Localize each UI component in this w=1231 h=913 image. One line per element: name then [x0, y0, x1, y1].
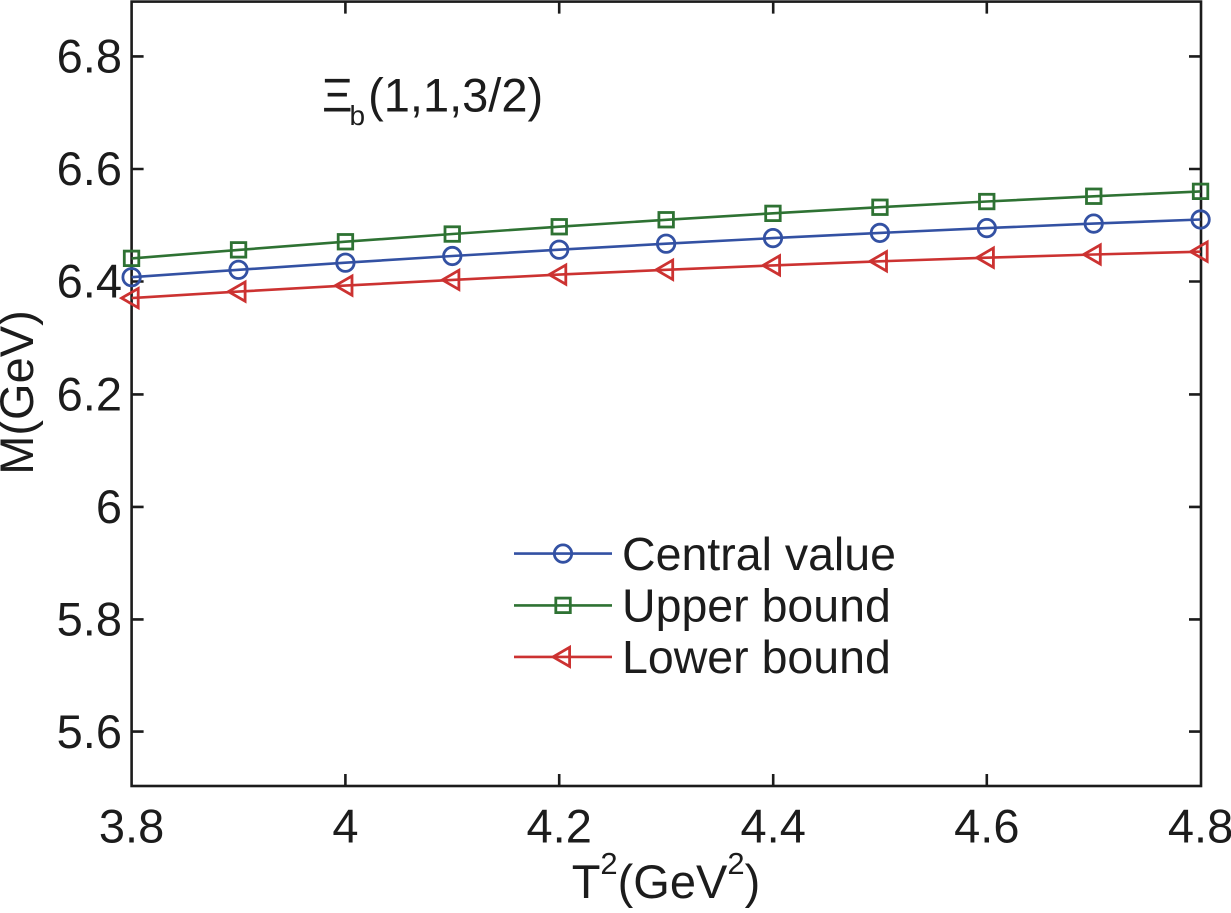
- svg-text:Lower bound: Lower bound: [622, 631, 891, 683]
- svg-text:Upper bound: Upper bound: [622, 580, 891, 632]
- svg-text:Central value: Central value: [622, 528, 896, 580]
- svg-text:4.2: 4.2: [527, 799, 592, 852]
- svg-text:5.6: 5.6: [57, 705, 122, 758]
- svg-text:6.4: 6.4: [57, 255, 122, 308]
- svg-text:4.8: 4.8: [1168, 799, 1231, 852]
- svg-text:6.2: 6.2: [57, 368, 122, 421]
- svg-text:6.6: 6.6: [57, 142, 122, 195]
- svg-text:5.8: 5.8: [57, 593, 122, 646]
- svg-text:4: 4: [332, 799, 358, 852]
- svg-text:3.8: 3.8: [99, 799, 164, 852]
- svg-text:6: 6: [96, 480, 122, 533]
- svg-text:6.8: 6.8: [57, 30, 122, 83]
- svg-text:Ξb(1,1,3/2): Ξb(1,1,3/2): [322, 69, 543, 132]
- svg-text:4.6: 4.6: [954, 799, 1019, 852]
- svg-text:4.4: 4.4: [741, 799, 806, 852]
- svg-text:M(GeV): M(GeV): [0, 310, 43, 475]
